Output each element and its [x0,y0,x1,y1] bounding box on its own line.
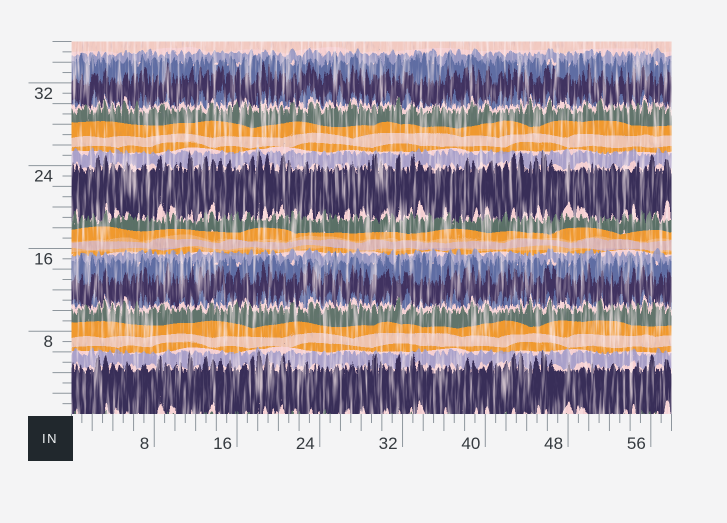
unit-label-box: IN [27,415,73,461]
v-ruler-label-24: 24 [34,167,53,186]
h-ruler-label-48: 48 [544,434,563,453]
vertical-ruler: 8 16 24 32 [28,41,72,405]
h-ruler-label-8: 8 [140,434,149,453]
h-ruler-label-24: 24 [296,434,315,453]
fabric-grain-texture [71,41,672,414]
h-ruler-label-40: 40 [461,434,480,453]
h-ruler-label-56: 56 [627,434,646,453]
h-ruler-label-16: 16 [213,434,232,453]
v-ruler-label-16: 16 [34,249,53,268]
v-ruler-label-8: 8 [44,332,53,351]
fabric-pattern [71,41,672,414]
h-ruler-label-32: 32 [379,434,398,453]
unit-label: IN [42,430,58,446]
horizontal-ruler: 8 16 24 32 40 48 56 [71,414,672,453]
v-ruler-label-32: 32 [34,84,53,103]
